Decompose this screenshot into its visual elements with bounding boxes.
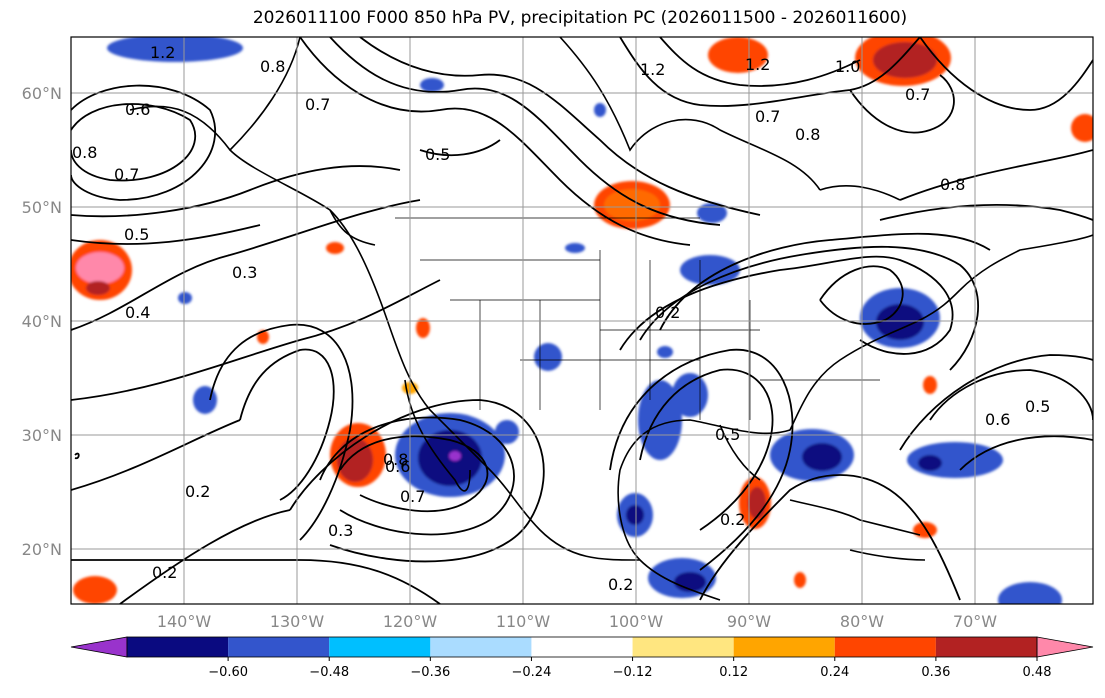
colorbar-segment <box>127 637 229 657</box>
contour-label: 1.2 <box>150 43 175 62</box>
contour-label: 0.6 <box>985 410 1010 429</box>
map-frame <box>70 36 1094 605</box>
colorbar-extension-high <box>1036 636 1094 658</box>
colorbar-segment <box>834 637 936 657</box>
latitude-label: 40°N <box>22 312 62 331</box>
colorbar-tick-label: −0.60 <box>208 665 248 680</box>
longitude-label: 100°W <box>609 612 664 631</box>
colorbar-segment <box>531 637 633 657</box>
contour-label: 0.3 <box>328 521 353 540</box>
contour-label: 1.2 <box>640 60 665 79</box>
precip-negative-shading <box>107 37 1062 604</box>
contour-label: 0.7 <box>114 165 139 184</box>
latitude-label: 30°N <box>22 426 62 445</box>
colorbar-segment <box>430 637 532 657</box>
longitude-label: 110°W <box>496 612 551 631</box>
colorbar-tick-label: 0.12 <box>719 665 748 680</box>
contour-label: 0.5 <box>715 425 740 444</box>
latitude-labels: 60°N 50°N 40°N 30°N 20°N <box>22 84 62 559</box>
contour-label: 0.2 <box>608 575 633 594</box>
longitude-label: 130°W <box>270 612 325 631</box>
colorbar-extension-low <box>70 636 128 658</box>
latitude-label: 20°N <box>22 540 62 559</box>
contour-label: 1.0 <box>835 57 860 76</box>
contour-label: 0.2 <box>655 303 680 322</box>
longitude-label: 140°W <box>157 612 212 631</box>
contour-label: 0.5 <box>1025 397 1050 416</box>
pv-contours <box>71 37 1093 604</box>
contour-label: 0.2 <box>720 510 745 529</box>
contour-label: 1.2 <box>745 55 770 74</box>
longitude-labels: 140°W 130°W 120°W 110°W 100°W 90°W 80°W … <box>157 612 997 631</box>
colorbar-segment <box>632 637 734 657</box>
contour-label: 0.7 <box>400 487 425 506</box>
colorbar-segment <box>935 637 1037 657</box>
contour-label: 0.8 <box>72 143 97 162</box>
contour-label: 0.8 <box>795 125 820 144</box>
graticule <box>71 37 1093 604</box>
colorbar-tick-label: 0.36 <box>921 665 950 680</box>
colorbar-tick-label: −0.24 <box>512 665 552 680</box>
contour-label: 0.7 <box>755 107 780 126</box>
longitude-label: 120°W <box>383 612 438 631</box>
longitude-label: 70°W <box>953 612 997 631</box>
state-borders <box>395 217 880 420</box>
map-title: 2026011100 F000 850 hPa PV, precipitatio… <box>252 8 908 28</box>
contour-label: 0.8 <box>383 450 408 469</box>
contour-label: 0.6 <box>125 100 150 119</box>
contour-labels: 1.2 0.8 0.7 0.6 0.8 0.7 0.5 1.2 1.0 0.7 … <box>72 43 1050 594</box>
contour-label: 0.4 <box>125 303 150 322</box>
longitude-label: 80°W <box>840 612 884 631</box>
longitude-label: 90°W <box>727 612 771 631</box>
precip-positive-shading <box>71 37 1093 604</box>
colorbar-tick-label: 0.48 <box>1023 665 1052 680</box>
colorbar-tick-label: −0.36 <box>410 665 450 680</box>
colorbar-segment <box>228 637 330 657</box>
contour-label: 0.3 <box>232 263 257 282</box>
colorbar-tick-label: −0.48 <box>309 665 349 680</box>
contour-label: 0.8 <box>260 57 285 76</box>
colorbar-tick-label: −0.12 <box>613 665 653 680</box>
colorbar-segment <box>733 637 835 657</box>
colorbar-outline <box>126 636 1038 658</box>
colorbar-segment <box>329 637 431 657</box>
contour-label: 0.7 <box>905 85 930 104</box>
contour-label: 0.5 <box>124 225 149 244</box>
contour-label: 0.6 <box>385 457 410 476</box>
latitude-label: 50°N <box>22 198 62 217</box>
contour-label: 0.5 <box>425 145 450 164</box>
colorbar: −0.60 −0.48 −0.36 −0.24 −0.12 0.12 0.24 0.36 0.4… <box>70 636 1094 680</box>
contour-label: 0.2 <box>152 563 177 582</box>
contour-label: 0.2 <box>185 482 210 501</box>
coastlines <box>129 37 1093 601</box>
colorbar-tick-label: 0.24 <box>820 665 849 680</box>
contour-label: 0.8 <box>940 175 965 194</box>
contour-label: 0.7 <box>305 95 330 114</box>
latitude-label: 60°N <box>22 84 62 103</box>
